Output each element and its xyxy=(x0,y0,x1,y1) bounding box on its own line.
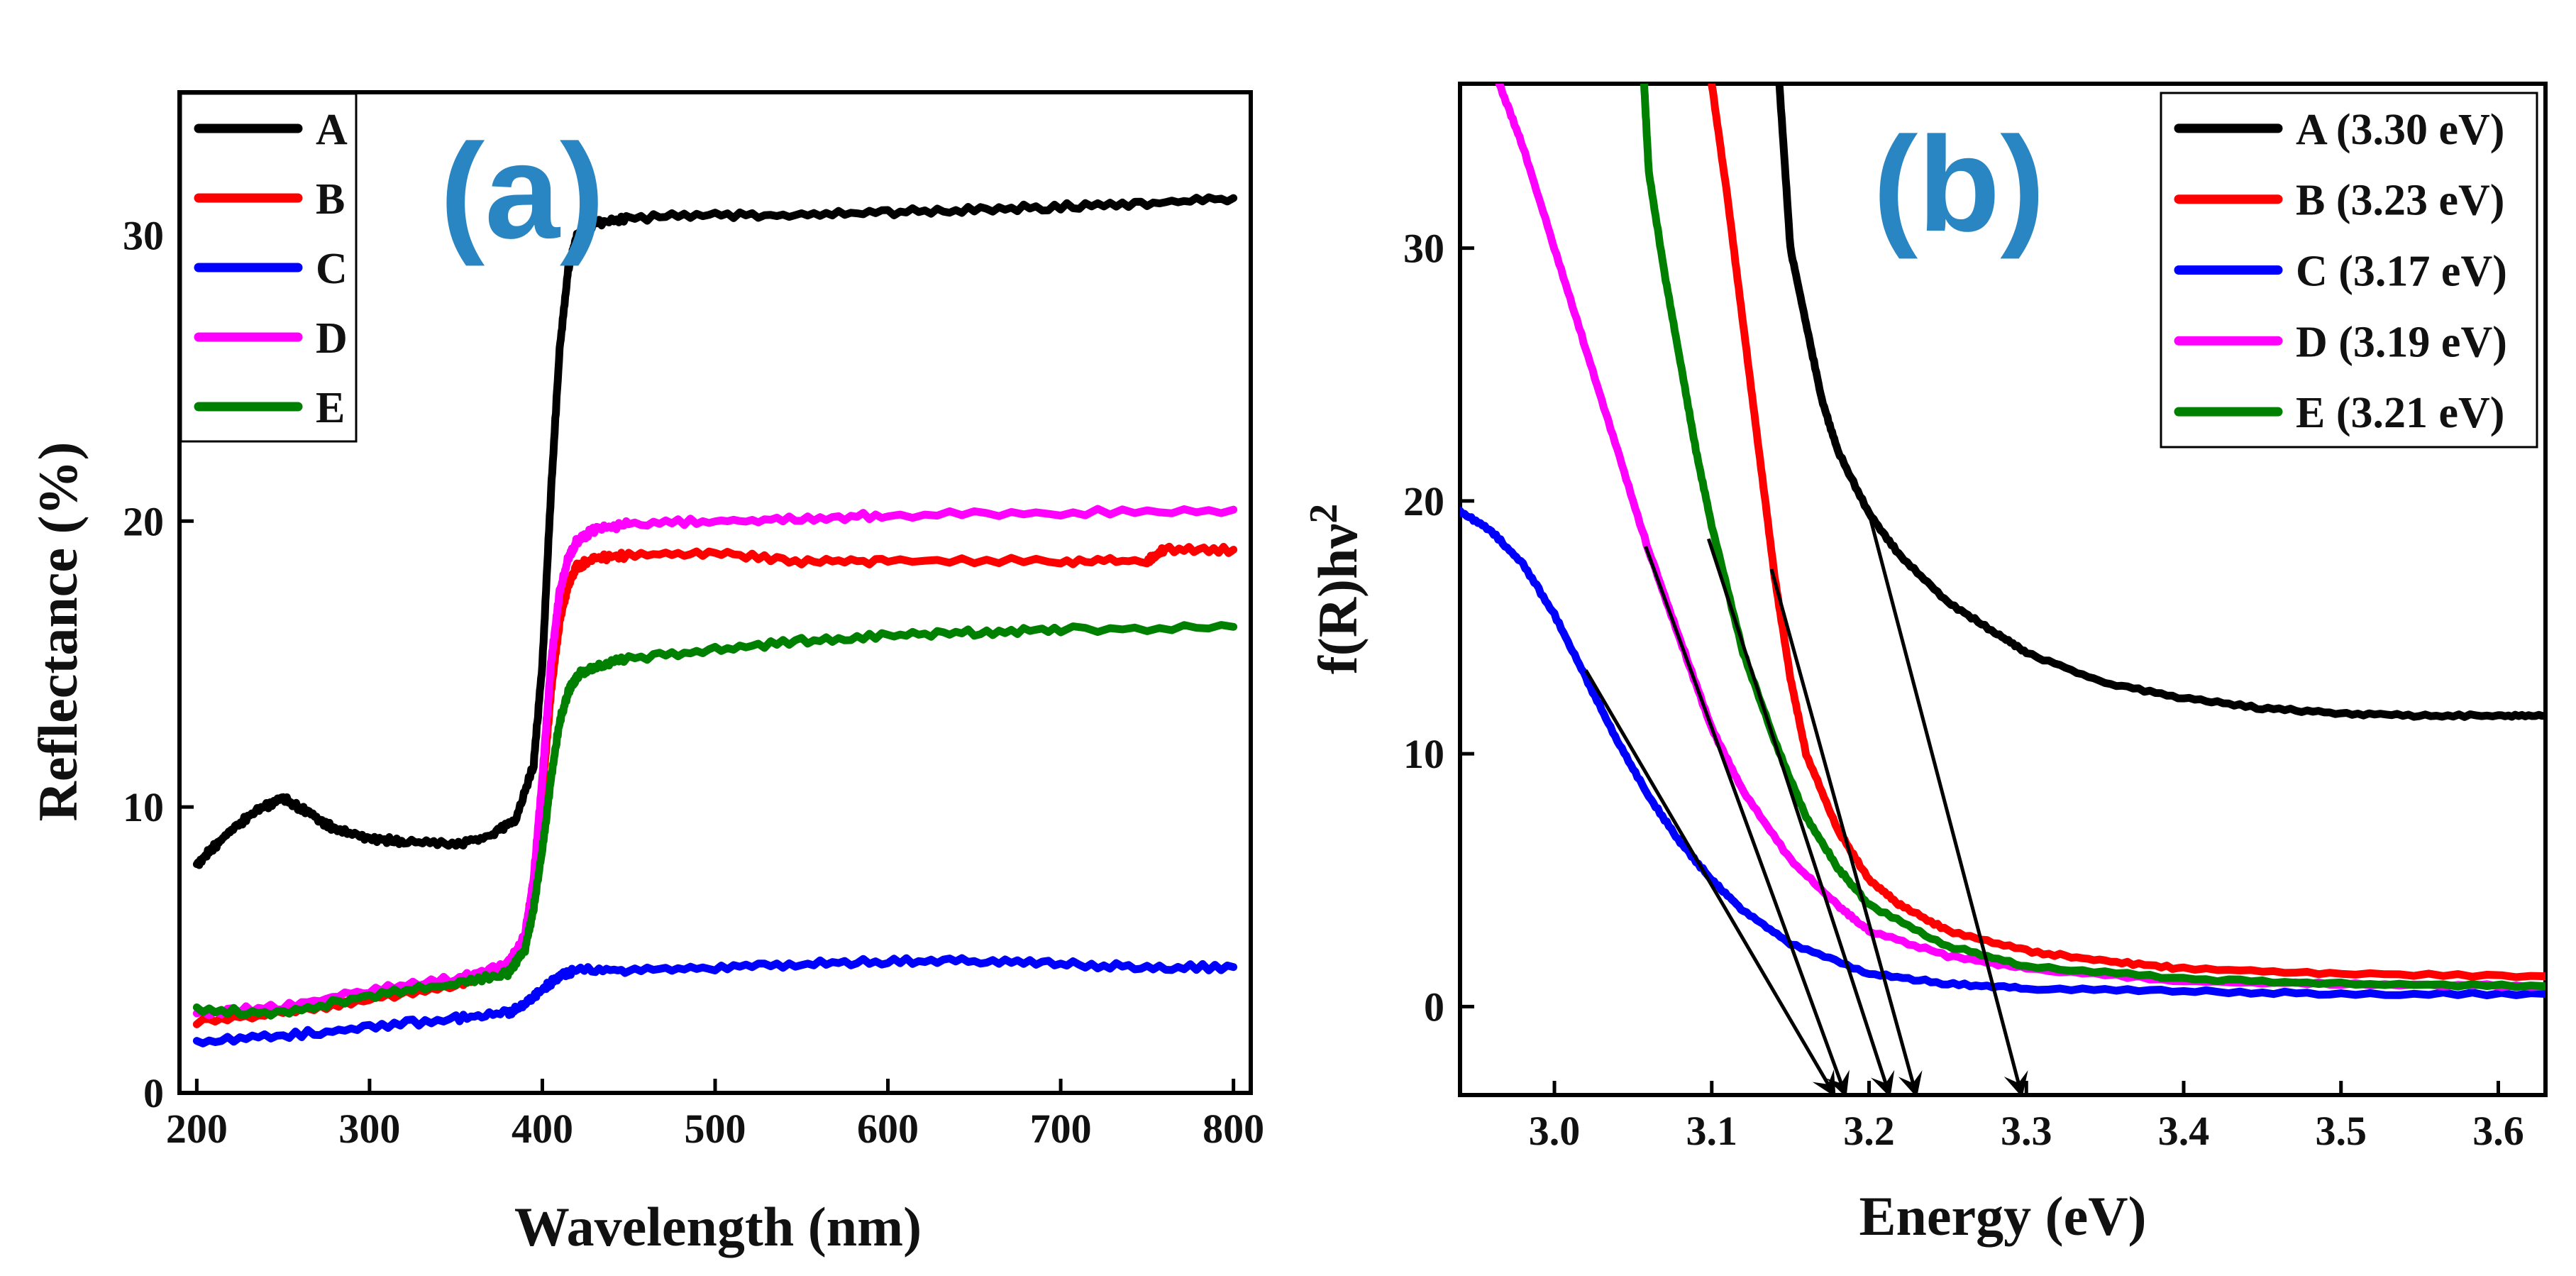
panel-a-ticks: 200 300 400 500 600 700 800 0 10 20 30 xyxy=(123,212,1264,1152)
x-tick-label: 700 xyxy=(1030,1106,1092,1152)
x-tick-label: 200 xyxy=(166,1106,228,1152)
panel-b-ticks: 3.0 3.1 3.2 3.3 3.4 3.5 3.6 0 10 20 30 xyxy=(1403,226,2524,1154)
legend-label-d: D xyxy=(316,314,348,363)
x-tick-label: 3.2 xyxy=(1843,1108,1895,1154)
y-tick-label: 30 xyxy=(123,212,164,258)
y-tick-label: 0 xyxy=(143,1070,164,1116)
x-tick-label: 800 xyxy=(1203,1106,1264,1152)
panel-b-tangent-arrows xyxy=(1584,512,2028,1098)
legend-label-b: B xyxy=(316,175,345,224)
x-tick-label: 3.6 xyxy=(2472,1108,2524,1154)
legend-label-e-3-21-ev: E (3.21 eV) xyxy=(2296,389,2504,437)
x-tick-label: 300 xyxy=(338,1106,400,1152)
x-tick-label: 3.1 xyxy=(1686,1108,1738,1154)
panel-b-plot-frame xyxy=(1458,82,2548,1097)
y-tick-label: 0 xyxy=(1424,984,1444,1030)
legend-label-e: E xyxy=(316,384,345,432)
series-line-e xyxy=(192,621,1238,1020)
y-tick-label: 20 xyxy=(123,498,164,544)
series-line-b-3-23-ev xyxy=(1708,84,2545,981)
panel-b-y-axis-title-superscript: 2 xyxy=(1302,504,1346,524)
series-line-a-3-30-ev xyxy=(1775,84,2545,721)
panel-b-y-axis-title: f(R)hν2 xyxy=(1302,504,1369,674)
series-line-c-3-17-ev xyxy=(1460,507,2545,1000)
legend-label-c-3-17-ev: C (3.17 eV) xyxy=(2296,248,2507,296)
legend-label-a-3-30-ev: A (3.30 eV) xyxy=(2296,106,2504,154)
panel-b-chart: 3.0 3.1 3.2 3.3 3.4 3.5 3.6 0 10 20 30 (b) A (3.30… xyxy=(1302,82,2548,1247)
legend-label-b-3-23-ev: B (3.23 eV) xyxy=(2296,177,2504,225)
series-line-a xyxy=(192,193,1238,869)
x-tick-label: 500 xyxy=(685,1106,746,1152)
panel-a-label: (a) xyxy=(440,116,604,267)
x-tick-label: 400 xyxy=(512,1106,573,1152)
tangent-arrow-1 xyxy=(1584,669,1836,1098)
tangent-arrow-4 xyxy=(1769,568,1923,1098)
y-tick-label: 20 xyxy=(1403,478,1444,524)
x-tick-label: 3.3 xyxy=(2001,1108,2052,1154)
panel-b-label: (b) xyxy=(1873,109,2045,260)
tangent-arrow-5 xyxy=(1867,512,2028,1098)
series-line-c xyxy=(192,954,1238,1047)
y-tick-label: 10 xyxy=(123,784,164,830)
panel-a-x-axis-title: Wavelength (nm) xyxy=(514,1196,922,1258)
tangent-arrow-2 xyxy=(1644,546,1850,1098)
x-tick-label: 3.5 xyxy=(2315,1108,2367,1154)
legend-label-d-3-19-ev: D (3.19 eV) xyxy=(2296,318,2507,366)
y-tick-label: 30 xyxy=(1403,226,1444,272)
panel-a-y-axis-title: Reflectance (%) xyxy=(27,442,89,822)
tangent-arrow-3 xyxy=(1706,538,1895,1098)
legend-label-a: A xyxy=(316,106,348,154)
legend-label-c: C xyxy=(316,245,348,293)
panel-b-y-axis-title-main: f(R)hν xyxy=(1307,524,1369,674)
x-tick-label: 3.4 xyxy=(2158,1108,2210,1154)
x-tick-label: 3.0 xyxy=(1529,1108,1581,1154)
panel-b-series xyxy=(1460,84,2545,1000)
series-line-b xyxy=(192,542,1238,1028)
panel-b-x-axis-title: Energy (eV) xyxy=(1859,1185,2146,1247)
y-tick-label: 10 xyxy=(1403,731,1444,777)
series-line-e-3-21-ev xyxy=(1640,84,2545,991)
panel-a-series xyxy=(192,193,1238,1047)
panel-b-legend: A (3.30 eV) B (3.23 eV) C (3.17 eV) D (3.19… xyxy=(2160,92,2538,449)
series-line-d xyxy=(192,505,1238,1020)
x-tick-label: 600 xyxy=(857,1106,919,1152)
